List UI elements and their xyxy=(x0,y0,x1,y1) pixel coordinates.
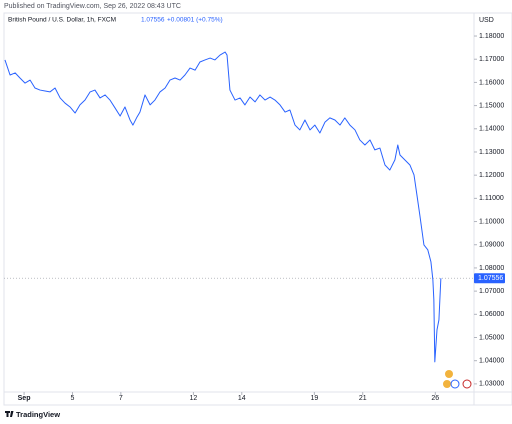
price-line xyxy=(4,51,442,363)
brand-logo xyxy=(5,411,14,417)
last-price-label: 1.07556 xyxy=(478,275,503,282)
x-tick-label: 5 xyxy=(71,395,75,402)
y-tick-label: 1.11000 xyxy=(479,195,504,202)
symbol-name: British Pound / U.S. Dollar, 1h, FXCM xyxy=(8,17,116,24)
chart-frame xyxy=(3,12,512,406)
brand-name: TradingView xyxy=(16,410,60,419)
event-icon xyxy=(445,370,453,378)
y-tick-label: 1.15000 xyxy=(479,102,504,109)
x-tick-label: 19 xyxy=(310,395,318,402)
y-tick-label: 1.13000 xyxy=(479,149,504,156)
y-tick-label: 1.03000 xyxy=(479,381,504,388)
y-tick-label: 1.14000 xyxy=(479,126,504,133)
y-tick-label: 1.04000 xyxy=(479,358,504,365)
x-tick-label: Sep xyxy=(18,395,31,402)
x-tick-label: 26 xyxy=(431,395,439,402)
x-tick-label: 14 xyxy=(238,395,246,402)
event-icon xyxy=(450,379,460,389)
brand: TradingView xyxy=(5,410,60,419)
legend-last-value: 1.07556 xyxy=(141,17,165,24)
y-tick-label: 1.06000 xyxy=(479,311,504,318)
y-tick-label: 1.18000 xyxy=(479,33,504,40)
y-tick-label: 1.09000 xyxy=(479,242,504,249)
y-tick-label: 1.05000 xyxy=(479,334,504,341)
event-icon xyxy=(462,379,472,389)
y-tick-label: 1.17000 xyxy=(479,56,504,63)
currency-label: USD xyxy=(479,17,494,24)
last-price-box xyxy=(474,273,505,284)
y-tick-label: 1.07000 xyxy=(479,288,504,295)
x-tick-label: 21 xyxy=(359,395,367,402)
published-note: Published on TradingView.com, Sep 26, 20… xyxy=(4,3,181,10)
y-tick-label: 1.10000 xyxy=(479,218,504,225)
x-tick-label: 7 xyxy=(119,395,123,402)
y-tick-label: 1.08000 xyxy=(479,265,504,272)
event-icons xyxy=(443,370,472,389)
y-tick-label: 1.12000 xyxy=(479,172,504,179)
y-tick-label: 1.16000 xyxy=(479,79,504,86)
legend-change: +0.00801 (+0.75%) xyxy=(167,17,223,24)
event-icon xyxy=(443,380,451,388)
x-tick-label: 12 xyxy=(190,395,198,402)
